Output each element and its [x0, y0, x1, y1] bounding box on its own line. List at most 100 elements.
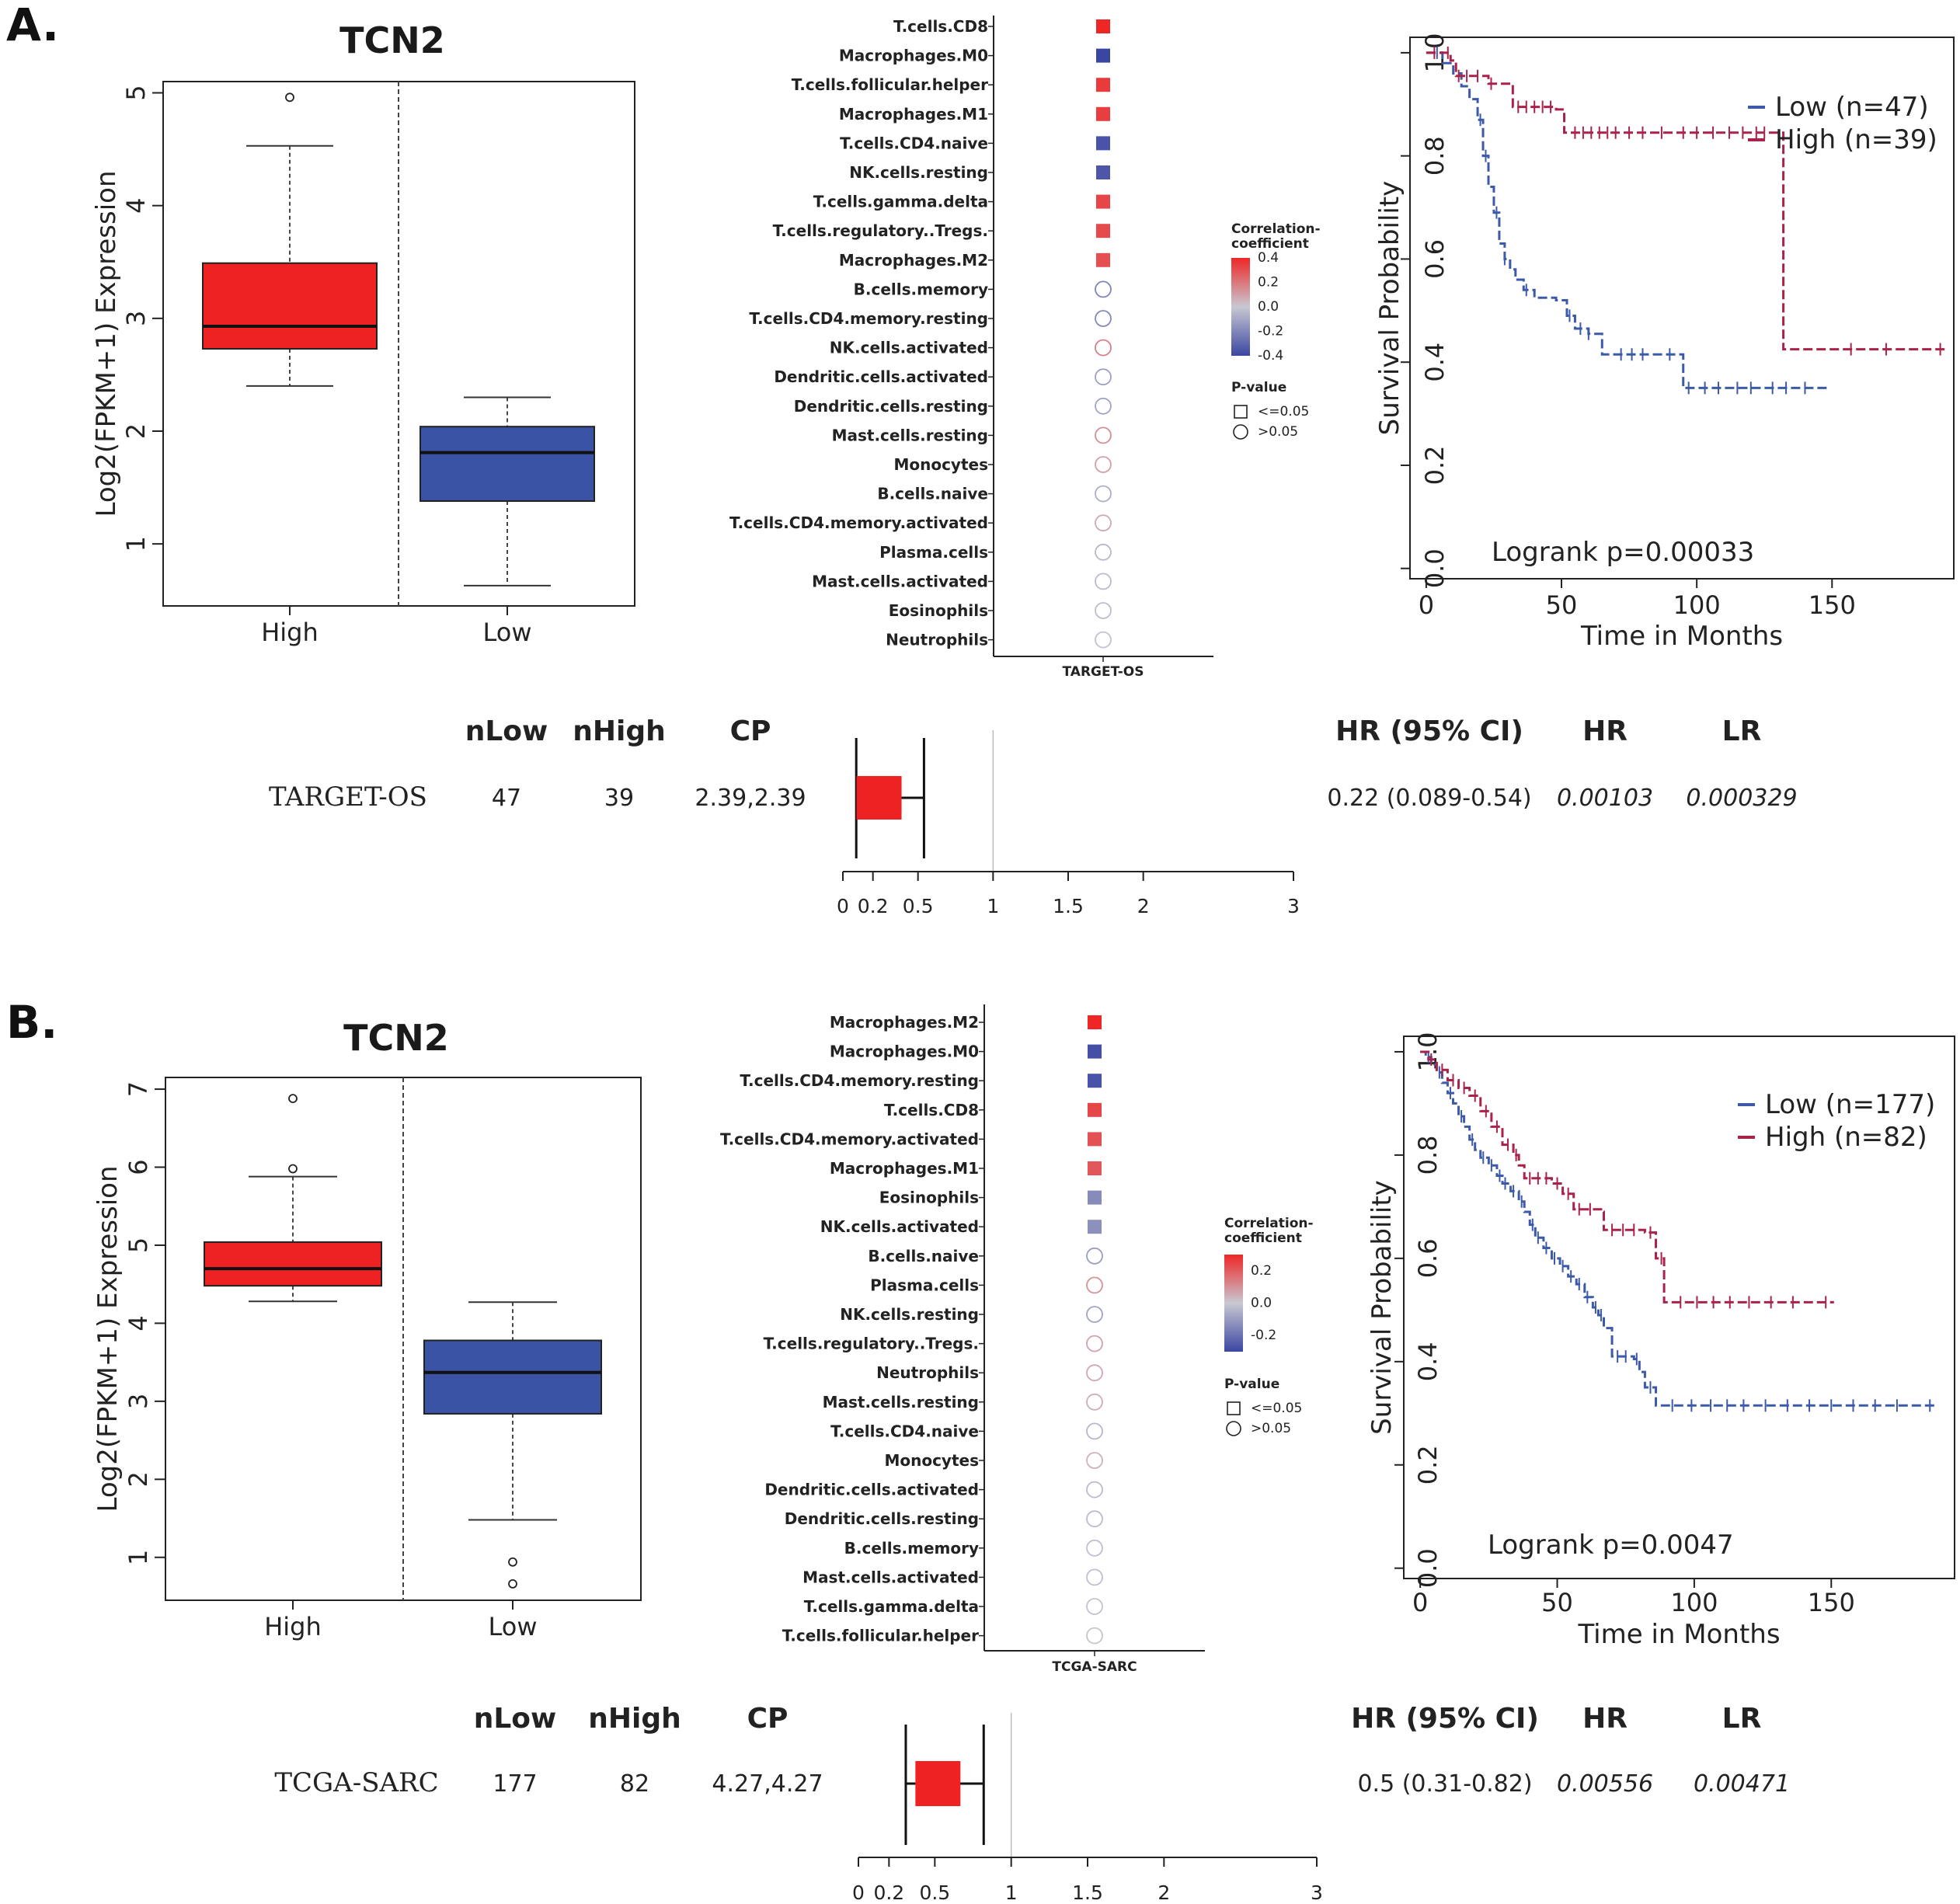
nonsignificant-circle	[1095, 280, 1112, 298]
km-y-tick-label: 0.2	[1420, 446, 1450, 486]
lr-pvalue: 0.00471	[1694, 1770, 1790, 1798]
cell-type-label: T.cells.follicular.helper	[782, 1627, 979, 1645]
forest-tick-label: 2	[1137, 895, 1150, 917]
corr-row: Macrophages.M2	[839, 251, 1110, 270]
corr-row: Dendritic.cells.resting	[785, 1509, 1103, 1528]
km-x-tick-label: 150	[1809, 590, 1856, 620]
pvalue-circle-key	[1233, 424, 1248, 440]
nonsignificant-circle	[1086, 1568, 1103, 1586]
forest-header: nLow	[465, 715, 548, 747]
corr-row: T.cells.CD4.memory.resting	[749, 309, 1112, 328]
cell-type-label: T.cells.regulatory..Tregs.	[773, 221, 988, 240]
corr-row: Eosinophils	[889, 601, 1112, 620]
dataset-label: TARGET-OS	[1063, 664, 1144, 680]
scale-label: -0.2	[1251, 1328, 1276, 1343]
cell-type-label: T.cells.gamma.delta	[813, 193, 988, 211]
cell-type-label: T.cells.regulatory..Tregs.	[764, 1335, 979, 1353]
nonsignificant-circle	[1086, 1481, 1103, 1498]
pvalue-square-key	[1227, 1401, 1241, 1415]
significant-square	[1096, 136, 1110, 151]
y-tick-label: 5	[124, 1237, 153, 1253]
forest-header: HR (95% CI)	[1335, 715, 1523, 747]
km-series-low: Low (n=47)	[1426, 46, 1929, 395]
corr-row: T.cells.regulatory..Tregs.	[764, 1335, 1103, 1353]
cell-type-label: Dendritic.cells.activated	[764, 1481, 979, 1499]
corr-row: Macrophages.M0	[839, 47, 1110, 65]
logrank-annotation: Logrank p=0.0047	[1488, 1530, 1734, 1561]
corr-row: B.cells.naive	[868, 1247, 1103, 1265]
pvalue-label: <=0.05	[1258, 404, 1309, 419]
cell-type-label: T.cells.gamma.delta	[804, 1597, 979, 1616]
km-x-axis-title: Time in Months	[1580, 621, 1783, 652]
km-y-tick-label: 0.0	[1420, 548, 1450, 588]
corr-row: Macrophages.M0	[830, 1043, 1102, 1061]
box-high: High	[204, 1094, 382, 1641]
forest-header: HR (95% CI)	[1351, 1703, 1539, 1735]
forest-tick-label: 0.2	[858, 895, 889, 917]
significant-square	[1096, 194, 1110, 209]
cell-type-label: Dendritic.cells.resting	[794, 397, 988, 416]
corr-row: T.cells.CD4.naive	[830, 1422, 1103, 1440]
y-tick-label: 3	[124, 1394, 153, 1409]
scale-label: -0.2	[1258, 324, 1283, 339]
corr-row: Plasma.cells	[870, 1276, 1103, 1294]
corr-row: T.cells.gamma.delta	[804, 1597, 1103, 1616]
dataset-label: TCGA-SARC	[1052, 1659, 1137, 1675]
forest-tick-label: 1.5	[1072, 1881, 1103, 1904]
significant-square	[1096, 106, 1110, 121]
nonsignificant-circle	[1095, 631, 1112, 649]
cell-type-label: Dendritic.cells.resting	[785, 1509, 979, 1528]
boxplot-chart: TCN2 1 2 3 4 5 Log2(FPKM+1) Expression High Low	[91, 19, 635, 647]
cell-type-label: Mast.cells.activated	[802, 1568, 979, 1586]
nonsignificant-circle	[1095, 543, 1112, 561]
corr-row: T.cells.gamma.delta	[813, 193, 1110, 211]
significant-square	[1088, 1015, 1102, 1029]
n-high-value: 82	[620, 1770, 649, 1798]
scale-label: 0.0	[1258, 299, 1279, 315]
corr-row: T.cells.follicular.helper	[782, 1627, 1103, 1645]
corr-row: Neutrophils	[876, 1363, 1103, 1382]
forest-header: CP	[747, 1703, 789, 1735]
y-tick-label: 6	[124, 1159, 153, 1175]
corr-row: Dendritic.cells.activated	[774, 367, 1112, 386]
y-axis-title: Log2(FPKM+1) Expression	[92, 1165, 124, 1512]
forest-header: nHigh	[573, 715, 666, 747]
significant-square	[1088, 1074, 1102, 1088]
cell-type-label: NK.cells.activated	[820, 1217, 979, 1236]
box-low: Low	[423, 1301, 602, 1641]
scale-label: 0.2	[1251, 1263, 1272, 1279]
corr-row: Mast.cells.resting	[823, 1393, 1103, 1411]
nonsignificant-circle	[1086, 1422, 1103, 1440]
km-legend-label: Low (n=177)	[1765, 1089, 1935, 1120]
cell-type-label: B.cells.memory	[854, 280, 988, 298]
corr-row: T.cells.CD8	[893, 17, 1110, 36]
scale-label: 0.0	[1251, 1296, 1272, 1311]
corr-row: Monocytes	[884, 1451, 1103, 1470]
km-x-axis-title: Time in Months	[1577, 1619, 1780, 1650]
corr-row: T.cells.regulatory..Tregs.	[773, 221, 1110, 240]
y-tick-label: 4	[121, 197, 151, 213]
cell-type-label: T.cells.CD4.memory.resting	[749, 309, 988, 328]
n-low-value: 47	[492, 785, 521, 812]
corr-row: NK.cells.resting	[849, 163, 1110, 182]
forest-tick-label: 0.5	[919, 1881, 950, 1904]
forest-header: LR	[1722, 1703, 1762, 1735]
y-tick-label: 2	[121, 423, 151, 439]
km-x-tick-label: 100	[1673, 590, 1721, 620]
hazard-ratio-box	[856, 776, 902, 820]
outlier-point	[508, 1579, 517, 1589]
cell-type-label: B.cells.memory	[844, 1539, 979, 1558]
cell-type-label: Macrophages.M0	[839, 47, 988, 65]
significant-square	[1088, 1190, 1102, 1205]
corr-row: T.cells.CD4.naive	[840, 134, 1110, 152]
outlier-point	[288, 1094, 298, 1104]
significant-square	[1088, 1044, 1102, 1059]
forest-header: nHigh	[588, 1703, 681, 1735]
cell-type-label: Mast.cells.activated	[812, 572, 988, 590]
km-x-tick-label: 50	[1541, 1588, 1573, 1617]
x-tick-label: High	[261, 618, 319, 647]
cell-type-label: T.cells.CD4.memory.activated	[729, 513, 988, 532]
nonsignificant-circle	[1095, 602, 1112, 619]
corr-row: Neutrophils	[886, 631, 1112, 649]
